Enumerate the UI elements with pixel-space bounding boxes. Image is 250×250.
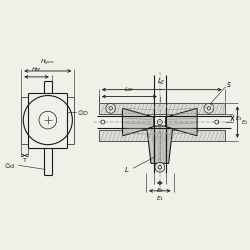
Polygon shape: [122, 108, 154, 136]
Circle shape: [101, 120, 105, 124]
Text: s: s: [226, 80, 230, 89]
Bar: [99, 104, 224, 114]
Text: $H_M$: $H_M$: [31, 65, 42, 74]
Polygon shape: [166, 108, 197, 136]
Bar: [99, 130, 224, 141]
Text: $E_1$: $E_1$: [156, 194, 164, 203]
Circle shape: [157, 120, 162, 124]
Circle shape: [215, 120, 219, 124]
Text: $\varnothing$d: $\varnothing$d: [4, 161, 14, 170]
Text: L: L: [124, 167, 128, 173]
Text: $L_W$: $L_W$: [124, 85, 134, 94]
Circle shape: [106, 104, 116, 113]
Text: $E_3$: $E_3$: [236, 114, 243, 122]
Text: $L_E$: $L_E$: [157, 76, 166, 87]
Circle shape: [204, 104, 214, 113]
Text: $E_2$: $E_2$: [241, 118, 249, 126]
Text: T: T: [23, 158, 27, 164]
Text: $E_2$: $E_2$: [156, 186, 164, 195]
Text: $H_{ges.}$: $H_{ges.}$: [40, 58, 56, 68]
Circle shape: [155, 162, 165, 172]
Text: $\varnothing$D: $\varnothing$D: [77, 108, 89, 117]
Polygon shape: [147, 126, 172, 163]
